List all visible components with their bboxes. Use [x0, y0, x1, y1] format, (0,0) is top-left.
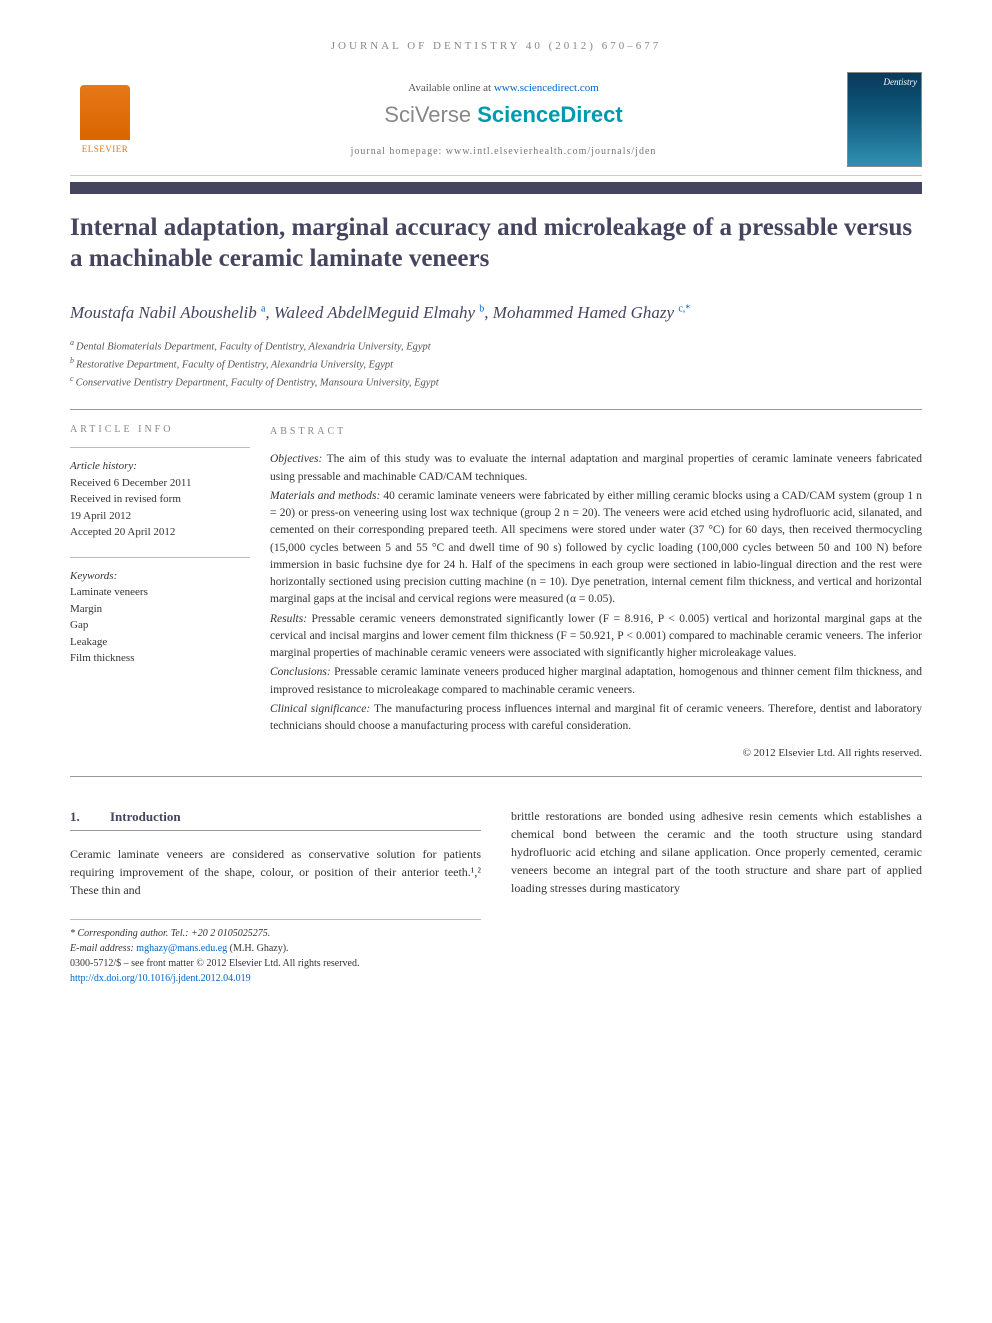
- body-paragraph: Ceramic laminate veneers are considered …: [70, 845, 481, 899]
- divider: [70, 447, 250, 448]
- body-paragraph: brittle restorations are bonded using ad…: [511, 807, 922, 897]
- keyword: Leakage: [70, 634, 250, 651]
- history-line: Received in revised form: [70, 491, 250, 508]
- author: Moustafa Nabil Aboushelib a: [70, 303, 265, 322]
- abstract-section: Clinical significance: The manufacturing…: [270, 701, 922, 736]
- abstract-section: Materials and methods: 40 ceramic lamina…: [270, 488, 922, 609]
- article-info-column: ARTICLE INFO Article history: Received 6…: [70, 424, 270, 762]
- email-link[interactable]: mghazy@mans.edu.eg: [136, 943, 227, 954]
- abstract-section-label: Conclusions:: [270, 666, 334, 678]
- abstract-heading: ABSTRACT: [270, 424, 922, 439]
- keywords-label: Keywords:: [70, 568, 250, 585]
- journal-homepage: journal homepage: www.intl.elsevierhealt…: [160, 146, 847, 157]
- title-rule: [70, 182, 922, 194]
- affiliation-list: a Dental Biomaterials Department, Facult…: [70, 337, 922, 392]
- divider: [70, 557, 250, 558]
- article-title: Internal adaptation, marginal accuracy a…: [70, 212, 922, 275]
- keywords-block: Keywords: Laminate veneersMarginGapLeaka…: [70, 568, 250, 667]
- footnotes: * Corresponding author. Tel.: +20 2 0105…: [70, 919, 481, 986]
- abstract-section: Results: Pressable ceramic veneers demon…: [270, 611, 922, 663]
- keyword: Laminate veneers: [70, 584, 250, 601]
- doi-link[interactable]: http://dx.doi.org/10.1016/j.jdent.2012.0…: [70, 973, 251, 984]
- section-title: Introduction: [110, 807, 181, 827]
- abstract-section-label: Materials and methods:: [270, 490, 383, 502]
- corresponding-author: * Corresponding author. Tel.: +20 2 0105…: [70, 926, 481, 941]
- author-affil-sup: a: [261, 303, 265, 314]
- history-line: Accepted 20 April 2012: [70, 524, 250, 541]
- keyword: Margin: [70, 601, 250, 618]
- article-info-heading: ARTICLE INFO: [70, 424, 250, 435]
- article-history: Article history: Received 6 December 201…: [70, 458, 250, 541]
- sciverse-brand: SciVerse ScienceDirect: [160, 102, 847, 128]
- info-abstract-block: ARTICLE INFO Article history: Received 6…: [70, 409, 922, 777]
- available-online: Available online at www.sciencedirect.co…: [160, 82, 847, 94]
- abstract-section: Conclusions: Pressable ceramic laminate …: [270, 664, 922, 699]
- affiliation: b Restorative Department, Faculty of Den…: [70, 355, 922, 373]
- email-label: E-mail address:: [70, 943, 136, 954]
- abstract-column: ABSTRACT Objectives: The aim of this stu…: [270, 424, 922, 762]
- abstract-section-label: Clinical significance:: [270, 703, 374, 715]
- section-number: 1.: [70, 807, 110, 827]
- author-affil-sup: c,*: [678, 303, 690, 314]
- publisher-header: ELSEVIER Available online at www.science…: [70, 72, 922, 176]
- body-left-column: 1. Introduction Ceramic laminate veneers…: [70, 807, 481, 987]
- elsevier-logo: ELSEVIER: [70, 80, 140, 160]
- history-label: Article history:: [70, 458, 250, 475]
- body-right-column: brittle restorations are bonded using ad…: [511, 807, 922, 987]
- abstract-section: Objectives: The aim of this study was to…: [270, 451, 922, 486]
- author-affil-sup: b: [479, 303, 484, 314]
- affiliation: a Dental Biomaterials Department, Facult…: [70, 337, 922, 355]
- abstract-section-label: Results:: [270, 613, 312, 625]
- author-list: Moustafa Nabil Aboushelib a, Waleed Abde…: [70, 303, 922, 323]
- available-prefix: Available online at: [408, 82, 494, 94]
- author: Mohammed Hamed Ghazy c,*: [493, 303, 691, 322]
- history-line: 19 April 2012: [70, 508, 250, 525]
- keyword: Gap: [70, 617, 250, 634]
- sciencedirect-word: ScienceDirect: [471, 102, 623, 127]
- issn-line: 0300-5712/$ – see front matter © 2012 El…: [70, 956, 481, 971]
- keyword: Film thickness: [70, 650, 250, 667]
- journal-cover-thumbnail: Dentistry: [847, 72, 922, 167]
- header-center: Available online at www.sciencedirect.co…: [160, 82, 847, 157]
- author: Waleed AbdelMeguid Elmahy b: [274, 303, 484, 322]
- sciencedirect-link[interactable]: www.sciencedirect.com: [494, 82, 599, 94]
- affiliation: c Conservative Dentistry Department, Fac…: [70, 373, 922, 391]
- email-suffix: (M.H. Ghazy).: [227, 943, 288, 954]
- email-line: E-mail address: mghazy@mans.edu.eg (M.H.…: [70, 941, 481, 956]
- history-line: Received 6 December 2011: [70, 475, 250, 492]
- section-heading: 1. Introduction: [70, 807, 481, 832]
- journal-reference: JOURNAL OF DENTISTRY 40 (2012) 670–677: [70, 40, 922, 52]
- sciverse-word: SciVerse: [384, 102, 471, 127]
- cover-title: Dentistry: [852, 77, 917, 87]
- elsevier-tree-icon: [80, 85, 130, 140]
- body-columns: 1. Introduction Ceramic laminate veneers…: [70, 807, 922, 987]
- elsevier-label: ELSEVIER: [82, 144, 129, 154]
- abstract-copyright: © 2012 Elsevier Ltd. All rights reserved…: [270, 745, 922, 762]
- abstract-section-label: Objectives:: [270, 453, 327, 465]
